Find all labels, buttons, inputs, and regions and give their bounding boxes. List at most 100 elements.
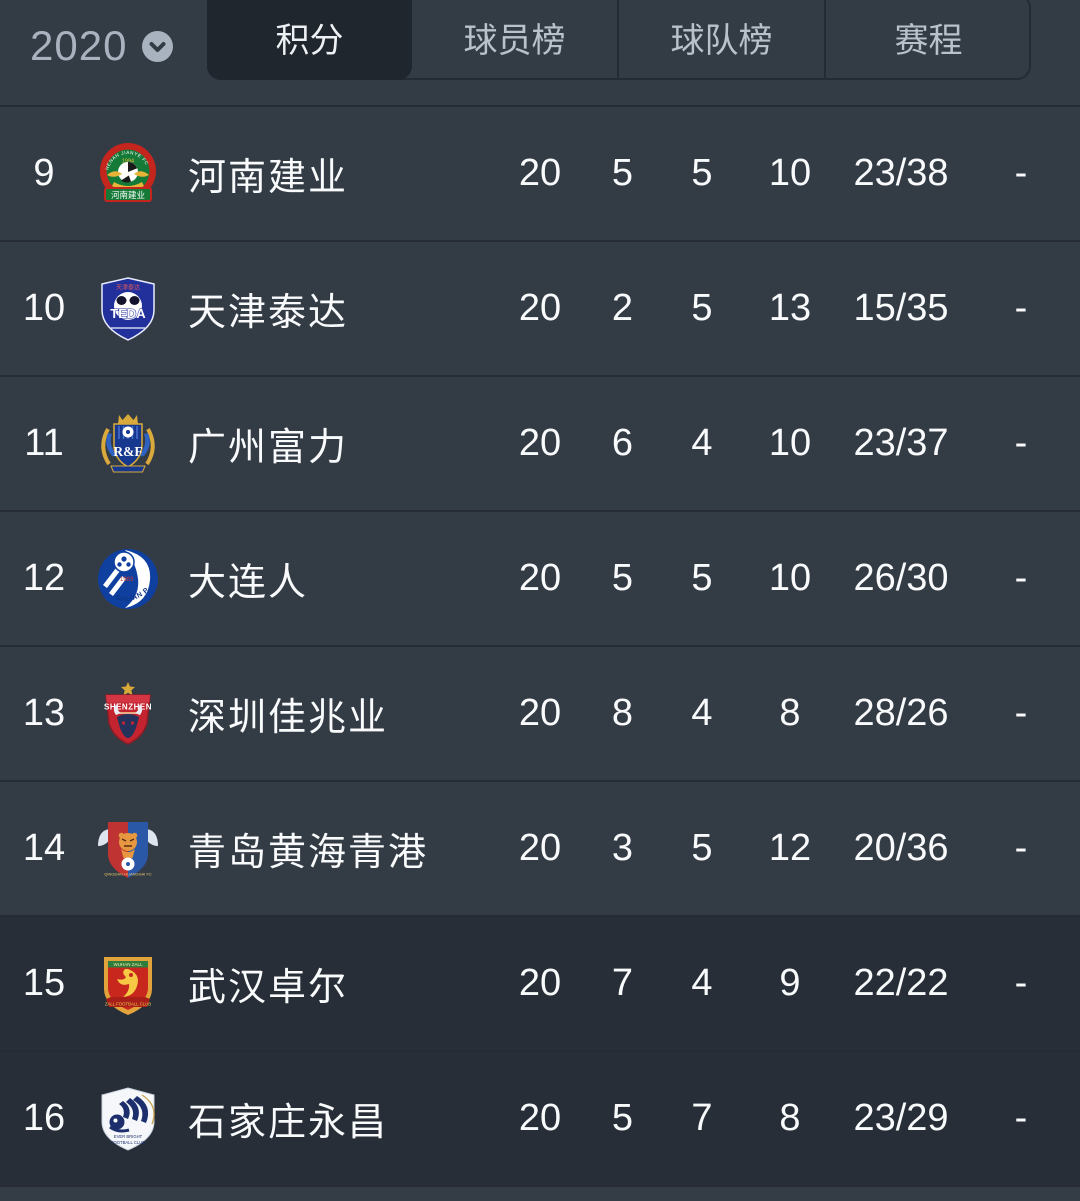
dalian-pro-logo: 1983 DALIAN PRO — [88, 546, 168, 612]
team-name: 深圳佳兆业 — [188, 697, 389, 739]
stat-wins: 5 — [611, 1097, 634, 1139]
svg-text:R&F: R&F — [113, 444, 142, 459]
stat-draws: 5 — [691, 287, 713, 329]
tab-points[interactable]: 积分 — [207, 0, 412, 80]
stat-losses: 8 — [779, 692, 801, 734]
svg-text:天津泰达: 天津泰达 — [116, 283, 140, 291]
stat-draws: 4 — [691, 962, 713, 1004]
svg-text:河南建业: 河南建业 — [111, 190, 145, 200]
wuhan-zall-logo: WUHAN ZALL ZALL FOOTBALL CLUB — [88, 951, 168, 1017]
stat-losses: 9 — [779, 962, 801, 1004]
topbar: 2020 积分 球员榜 球队榜 赛程 — [0, 0, 1080, 105]
stat-goals: 28/26 — [853, 692, 949, 734]
rank: 16 — [22, 1097, 66, 1139]
stat-played: 20 — [518, 152, 562, 194]
table-row[interactable]: 14 QINGDAO HUANGHAI FC 青岛黄海青港 20 3 5 12 … — [0, 780, 1080, 915]
stat-wins: 5 — [611, 557, 634, 599]
rank: 13 — [22, 692, 66, 734]
stat-losses: 12 — [768, 827, 812, 869]
stat-goals: 23/37 — [853, 422, 949, 464]
stat-wins: 5 — [611, 152, 634, 194]
stat-played: 20 — [518, 557, 562, 599]
rank: 10 — [22, 287, 66, 329]
henan-jianye-logo: HENAN JIANYE FC 1994 河南建业 — [88, 141, 168, 207]
rank: 14 — [22, 827, 66, 869]
stat-draws: 4 — [691, 422, 713, 464]
rank: 12 — [22, 557, 66, 599]
stat-played: 20 — [518, 422, 562, 464]
tab-bar: 积分 球员榜 球队榜 赛程 — [207, 0, 1031, 80]
stat-played: 20 — [518, 827, 562, 869]
table-row[interactable]: 16 EVER BRIGHT FOOTBALL CLUB 石家庄永昌 20 5 … — [0, 1050, 1080, 1185]
stat-goals: 15/35 — [853, 287, 949, 329]
table-row[interactable]: 11 R&F 广州富力 20 6 4 — [0, 375, 1080, 510]
shijiazhuang-yongchang-logo: EVER BRIGHT FOOTBALL CLUB — [88, 1086, 168, 1152]
tab-team-ranking[interactable]: 球队榜 — [617, 0, 824, 80]
stat-goals: 22/22 — [853, 962, 949, 1004]
stat-wins: 6 — [611, 422, 634, 464]
stat-wins: 7 — [611, 962, 634, 1004]
team-name: 广州富力 — [188, 427, 349, 469]
stat-wins: 2 — [611, 287, 634, 329]
stat-played: 20 — [518, 962, 562, 1004]
season-label: 2020 — [30, 22, 128, 69]
stat-last: - — [1014, 422, 1028, 464]
stat-wins: 3 — [611, 827, 634, 869]
table-row[interactable]: 9 HENAN JIANYE FC 1994 河南建业 河南建业 20 5 5 … — [0, 105, 1080, 240]
stat-last: - — [1014, 692, 1028, 734]
team-name: 武汉卓尔 — [188, 967, 349, 1009]
table-row[interactable]: 15 WUHAN ZALL ZALL FOOTBALL CLUB 武汉卓尔 20… — [0, 915, 1080, 1050]
stat-draws: 5 — [691, 152, 713, 194]
stat-last: - — [1014, 1097, 1028, 1139]
stat-goals: 23/38 — [853, 152, 949, 194]
tab-schedule[interactable]: 赛程 — [824, 0, 1031, 80]
stat-played: 20 — [518, 692, 562, 734]
rank: 9 — [33, 152, 55, 194]
stat-draws: 4 — [691, 692, 713, 734]
stat-losses: 10 — [768, 152, 812, 194]
shenzhen-kaisa-logo: SHENZHEN — [88, 681, 168, 747]
team-name: 大连人 — [188, 562, 309, 604]
rank: 11 — [24, 422, 64, 464]
rank: 15 — [22, 962, 66, 1004]
team-name: 天津泰达 — [188, 292, 349, 334]
qingdao-huanghai-logo: QINGDAO HUANGHAI FC — [88, 816, 168, 882]
svg-text:ZALL FOOTBALL CLUB: ZALL FOOTBALL CLUB — [105, 1001, 151, 1006]
svg-text:TEDA: TEDA — [110, 306, 146, 321]
svg-text:WUHAN ZALL: WUHAN ZALL — [113, 962, 143, 967]
stat-played: 20 — [518, 287, 562, 329]
svg-text:1983: 1983 — [120, 577, 134, 583]
svg-text:SHENZHEN: SHENZHEN — [104, 702, 152, 711]
team-name: 河南建业 — [188, 157, 349, 199]
stat-losses: 13 — [768, 287, 812, 329]
guangzhou-rf-logo: R&F — [88, 411, 168, 477]
svg-text:FOOTBALL CLUB: FOOTBALL CLUB — [111, 1140, 145, 1145]
svg-text:1994: 1994 — [122, 158, 134, 164]
table-row[interactable]: 10 天津泰达 TEDA 天津泰达 20 2 5 13 15/35 - — [0, 240, 1080, 375]
stat-draws: 7 — [691, 1097, 713, 1139]
stat-last: - — [1014, 152, 1028, 194]
tianjin-teda-logo: 天津泰达 TEDA — [88, 276, 168, 342]
season-selector[interactable]: 2020 — [30, 18, 174, 74]
chevron-down-icon — [142, 30, 174, 62]
stat-goals: 26/30 — [853, 557, 949, 599]
stat-last: - — [1014, 827, 1028, 869]
team-name: 青岛黄海青港 — [188, 832, 429, 874]
stat-losses: 10 — [768, 422, 812, 464]
standings-table: 9 HENAN JIANYE FC 1994 河南建业 河南建业 20 5 5 … — [0, 105, 1080, 1185]
tab-player-ranking[interactable]: 球员榜 — [463, 21, 566, 60]
stat-wins: 8 — [611, 692, 634, 734]
stat-losses: 8 — [779, 1097, 801, 1139]
stat-goals: 20/36 — [853, 827, 949, 869]
stat-losses: 10 — [768, 557, 812, 599]
stat-goals: 23/29 — [853, 1097, 949, 1139]
stat-last: - — [1014, 962, 1028, 1004]
stat-played: 20 — [518, 1097, 562, 1139]
stat-draws: 5 — [691, 557, 713, 599]
stat-last: - — [1014, 557, 1028, 599]
stat-last: - — [1014, 287, 1028, 329]
team-name: 石家庄永昌 — [188, 1102, 389, 1144]
table-row[interactable]: 12 1983 DALIAN PRO 大连人 20 5 5 10 — [0, 510, 1080, 645]
table-row[interactable]: 13 SHENZHEN 深圳佳兆业 20 8 4 8 28/26 - — [0, 645, 1080, 780]
stat-draws: 5 — [691, 827, 713, 869]
